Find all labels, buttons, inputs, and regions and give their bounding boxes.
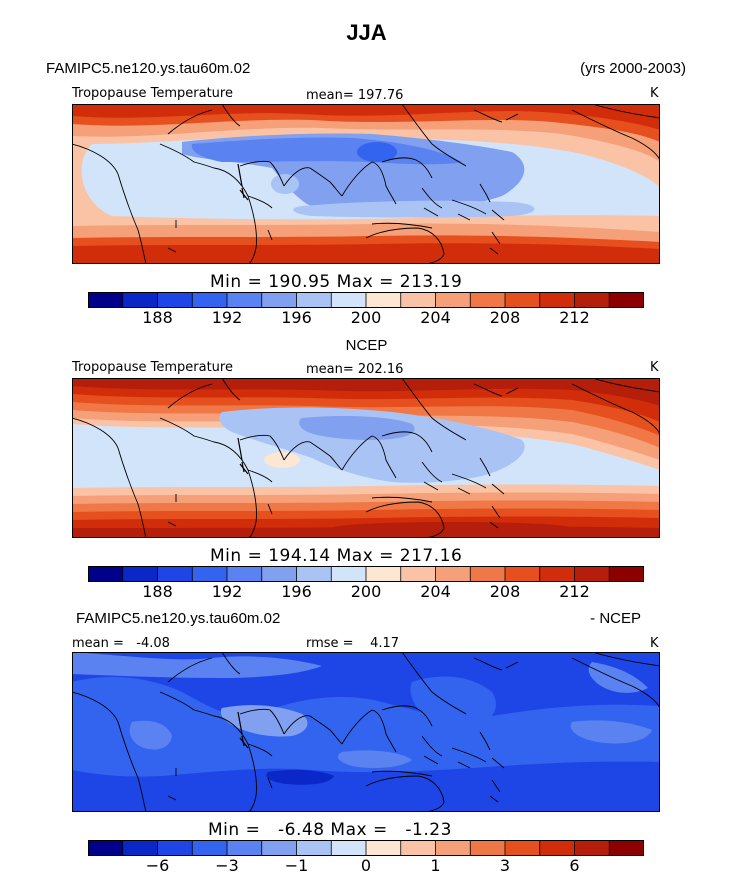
panel3-rmse-label: rmse = 4.17 (306, 636, 400, 651)
colorbar-swatch (504, 292, 541, 308)
colorbar-tick-label: 212 (559, 308, 590, 327)
colorbar-swatch (226, 566, 263, 582)
colorbar-swatch (226, 292, 263, 308)
panel3-title-right: - NCEP (590, 610, 641, 627)
panel2-coastlines (72, 378, 660, 538)
colorbar-tick-label: 204 (420, 308, 451, 327)
colorbar-swatch (608, 292, 644, 308)
colorbar-swatch (88, 566, 124, 582)
colorbar-swatch (122, 292, 159, 308)
panel3-title-left: FAMIPC5.ne120.ys.tau60m.02 (76, 610, 281, 627)
panel3-stats: Min = -6.48 Max = -1.23 (208, 820, 452, 840)
panel2-map (72, 378, 660, 538)
page-title: JJA (346, 20, 387, 45)
panel1-coastlines (72, 104, 660, 264)
colorbar-tick-label: −3 (215, 856, 239, 875)
colorbar-tick-label: 208 (489, 582, 521, 601)
panel3-coastlines (72, 652, 660, 812)
colorbar-swatch (435, 840, 472, 856)
colorbar-tick-label: 208 (489, 308, 521, 327)
colorbar-swatch (88, 292, 124, 308)
colorbar-tick-label: 204 (420, 582, 451, 601)
colorbar-swatch (296, 566, 333, 582)
panel2-title: NCEP (345, 337, 388, 354)
colorbar-swatch (191, 566, 228, 582)
colorbar-swatch (330, 566, 367, 582)
colorbar-tick-label: 196 (281, 582, 312, 601)
colorbar-swatch (400, 840, 437, 856)
colorbar-swatch (574, 840, 611, 856)
colorbar-swatch (122, 566, 159, 582)
colorbar-tick-label: 6 (569, 856, 580, 875)
colorbar-swatch (469, 840, 506, 856)
colorbar-tick-label: 196 (281, 308, 312, 327)
colorbar-swatch (226, 840, 263, 856)
colorbar-frame (88, 566, 644, 582)
colorbar-tick-label: −6 (145, 856, 170, 875)
colorbar-swatch (539, 292, 576, 308)
colorbar-swatch (574, 566, 611, 582)
colorbar-swatch (296, 840, 333, 856)
colorbar-swatch (608, 566, 644, 582)
colorbar-swatch (504, 566, 541, 582)
panel2-mean-label: mean= 202.16 (306, 362, 404, 377)
colorbar-swatch (191, 840, 228, 856)
panel2-unit-label: K (650, 360, 659, 375)
colorbar-swatch (365, 840, 402, 856)
panel1-variable-label: Tropopause Temperature (72, 86, 233, 101)
colorbar-tick-label: 200 (350, 582, 382, 601)
case-name: FAMIPC5.ne120.ys.tau60m.02 (46, 60, 251, 77)
colorbar-tick-label: 192 (211, 308, 243, 327)
colorbar-swatch (157, 292, 194, 308)
colorbar-tick-label: 192 (211, 582, 243, 601)
temperature-colorbar-1 (88, 292, 644, 308)
colorbar-swatch (365, 566, 402, 582)
difference-colorbar (88, 840, 644, 856)
colorbar-swatch (261, 292, 298, 308)
panel1-mean-label: mean= 197.76 (306, 88, 404, 103)
panel1-unit-label: K (650, 86, 659, 101)
colorbar-swatch (365, 292, 402, 308)
colorbar-swatch (504, 840, 541, 856)
panel3-map (72, 652, 660, 812)
colorbar-swatch (261, 566, 298, 582)
colorbar-swatch (191, 292, 228, 308)
colorbar-swatch (157, 566, 194, 582)
panel2-variable-label: Tropopause Temperature (72, 360, 233, 375)
colorbar-swatch (330, 840, 367, 856)
colorbar-tick-label: 0 (360, 856, 372, 875)
colorbar-swatch (88, 840, 124, 856)
temperature-colorbar-2 (88, 566, 644, 582)
colorbar-frame (88, 292, 644, 308)
colorbar-swatch (435, 292, 472, 308)
colorbar-swatch (574, 292, 611, 308)
colorbar-swatch (608, 840, 644, 856)
panel3-unit-label: K (650, 636, 659, 651)
colorbar-swatch (469, 566, 506, 582)
colorbar-swatch (435, 566, 472, 582)
colorbar-swatch (539, 566, 576, 582)
year-range: (yrs 2000-2003) (580, 60, 686, 77)
colorbar-swatch (330, 292, 367, 308)
panel3-mean-label: mean = -4.08 (72, 636, 170, 651)
panel1-map (72, 104, 660, 264)
colorbar-swatch (539, 840, 576, 856)
colorbar-swatch (157, 840, 194, 856)
colorbar-swatch (261, 840, 298, 856)
colorbar-swatch (400, 566, 437, 582)
colorbar-tick-label: 188 (142, 582, 173, 601)
panel1-stats: Min = 190.95 Max = 213.19 (210, 272, 463, 292)
colorbar-swatch (469, 292, 506, 308)
colorbar-tick-label: 1 (430, 856, 441, 875)
colorbar-tick-label: 188 (142, 308, 173, 327)
colorbar-swatch (296, 292, 333, 308)
colorbar-swatch (122, 840, 159, 856)
colorbar-tick-label: 3 (499, 856, 511, 875)
colorbar-tick-label: 200 (350, 308, 382, 327)
colorbar-swatch (400, 292, 437, 308)
colorbar-frame (88, 840, 644, 856)
panel2-stats: Min = 194.14 Max = 217.16 (210, 546, 463, 566)
colorbar-tick-label: −1 (284, 856, 309, 875)
colorbar-tick-label: 212 (559, 582, 590, 601)
